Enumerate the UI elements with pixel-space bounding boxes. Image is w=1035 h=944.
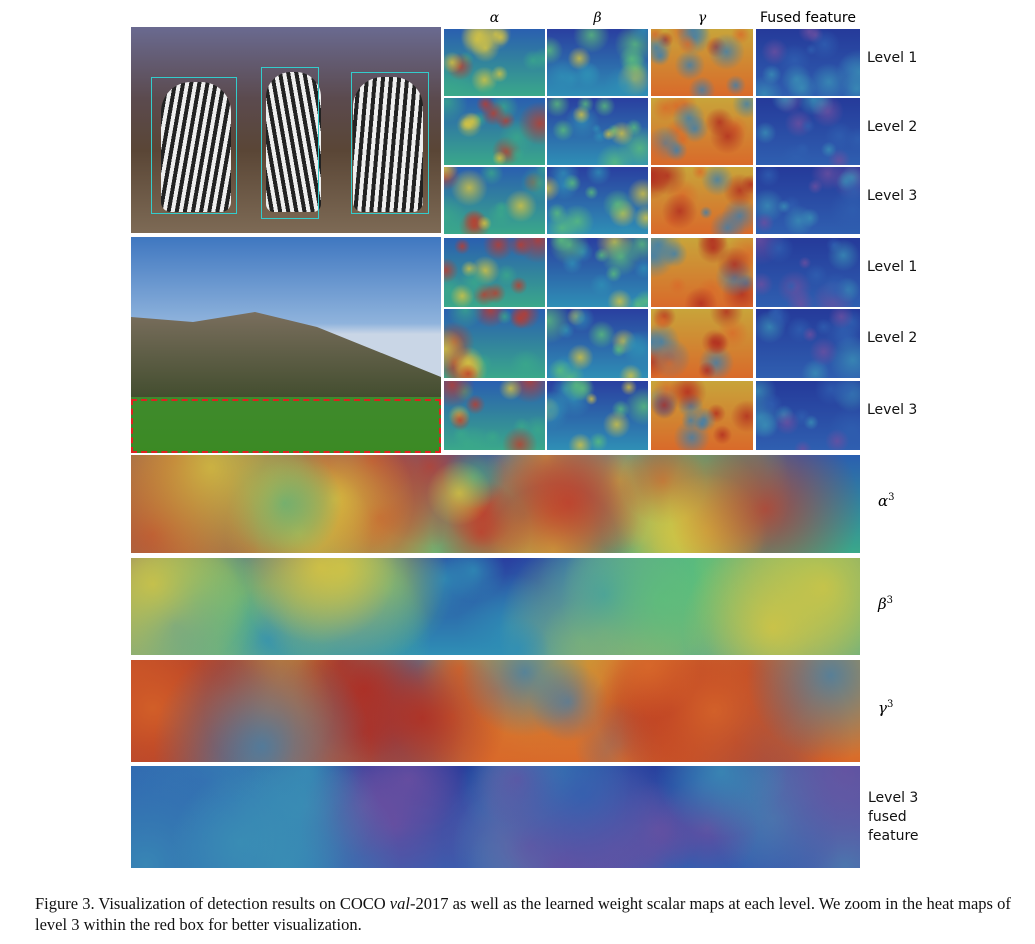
heatmap-cell xyxy=(755,97,861,166)
heatmap-cell xyxy=(755,308,861,379)
zebra xyxy=(353,77,423,212)
column-header: γ xyxy=(697,10,707,26)
bbox xyxy=(151,77,237,214)
caption: Figure 3. Visualization of detection res… xyxy=(35,893,1020,935)
caption-text: Figure 3. Visualization of detection res… xyxy=(35,894,390,913)
strip-label-base: γ xyxy=(878,699,887,717)
zebra xyxy=(161,82,231,212)
heatmap-cell xyxy=(650,97,754,166)
strip-label: β3 xyxy=(878,595,893,613)
heatmap-cell xyxy=(443,380,546,451)
bbox xyxy=(261,67,319,219)
heatmap-cell xyxy=(443,237,546,308)
row-label: Level 2 xyxy=(867,330,918,346)
heatmap-cell xyxy=(443,97,546,166)
heatmap-cell xyxy=(443,28,546,97)
zebra-photo xyxy=(131,27,441,233)
caption-italic: val xyxy=(389,894,410,913)
column-header: Fused feature xyxy=(760,10,856,26)
heatmap-strip xyxy=(130,454,861,554)
heatmap-cell xyxy=(443,166,546,235)
heatmap-strip xyxy=(130,765,861,869)
row-label: Level 3 xyxy=(867,402,918,418)
heatmap-cell xyxy=(546,28,649,97)
bbox xyxy=(351,72,429,214)
field xyxy=(131,397,441,453)
heatmap-cell xyxy=(546,308,649,379)
landscape-photo xyxy=(131,237,441,453)
heatmap-cell xyxy=(755,166,861,235)
heatmap-cell xyxy=(755,380,861,451)
heatmap-cell xyxy=(443,308,546,379)
strip-label: Level 3 fused feature xyxy=(868,790,919,844)
column-header: α xyxy=(489,10,500,26)
strip-label-sup: 3 xyxy=(888,492,895,503)
row-label: Level 1 xyxy=(867,50,918,66)
heatmap-cell xyxy=(755,28,861,97)
heatmap-cell xyxy=(650,166,754,235)
zoom-box xyxy=(131,399,441,453)
heatmap-cell xyxy=(650,28,754,97)
mountain xyxy=(131,312,441,407)
strip-label-sup: 3 xyxy=(886,594,894,606)
heatmap-strip xyxy=(130,659,861,763)
row-label: Level 2 xyxy=(867,119,918,135)
row-label: Level 3 xyxy=(867,188,918,204)
strip-label-base: α xyxy=(878,492,889,510)
row-label: Level 1 xyxy=(867,259,918,275)
heatmap-cell xyxy=(650,308,754,379)
strip-label-base: β xyxy=(878,594,887,613)
strip-label: γ3 xyxy=(878,699,893,717)
heatmap-cell xyxy=(546,166,649,235)
heatmap-cell xyxy=(546,97,649,166)
heatmap-cell xyxy=(755,237,861,308)
strip-label-sup: 3 xyxy=(886,699,894,710)
column-header: β xyxy=(593,10,602,26)
heatmap-cell xyxy=(650,237,754,308)
caption-text: -2017 as well as the learned weight scal… xyxy=(35,894,1011,934)
heatmap-cell xyxy=(546,237,649,308)
heatmap-cell xyxy=(650,380,754,451)
strip-label: α3 xyxy=(878,492,895,510)
heatmap-cell xyxy=(546,380,649,451)
heatmap-strip xyxy=(130,557,861,656)
zebra xyxy=(266,72,321,212)
